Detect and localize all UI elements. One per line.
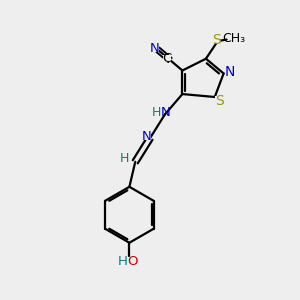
Text: N: N (160, 106, 170, 119)
Bar (215, 96, 224, 105)
Bar (143, 133, 151, 140)
Text: H: H (118, 255, 128, 268)
Bar (225, 68, 234, 76)
Text: N: N (224, 65, 235, 79)
Bar (151, 108, 162, 116)
Text: N: N (150, 42, 160, 55)
Bar (212, 36, 220, 43)
Text: N: N (142, 130, 152, 143)
Text: H: H (119, 152, 129, 165)
Bar (121, 156, 129, 163)
Text: S: S (212, 33, 220, 46)
Bar (121, 257, 134, 265)
Text: S: S (215, 94, 224, 107)
Text: CH₃: CH₃ (222, 32, 245, 45)
Bar (163, 55, 171, 62)
Text: H: H (152, 106, 161, 119)
Text: C: C (163, 52, 172, 65)
Text: O: O (128, 255, 138, 268)
Bar (151, 44, 159, 52)
